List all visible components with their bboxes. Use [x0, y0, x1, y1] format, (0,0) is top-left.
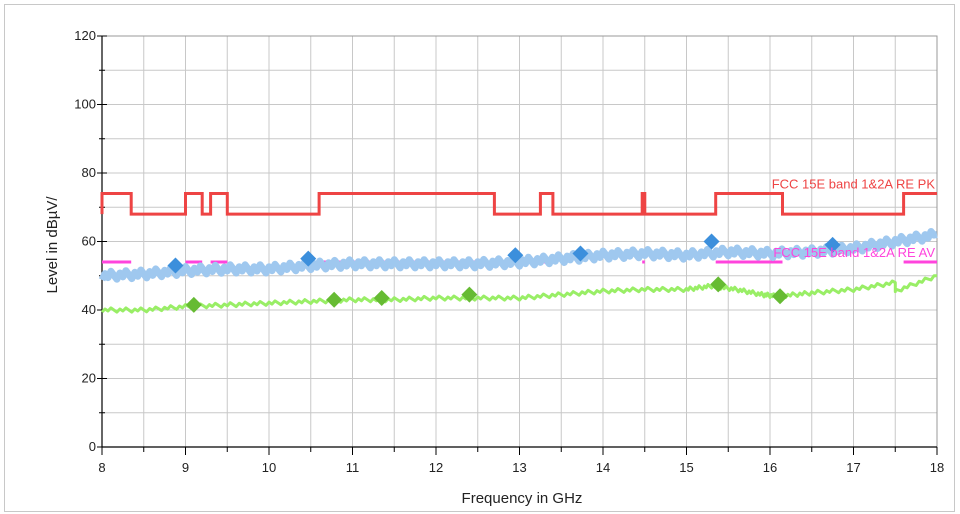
limit-pk-label: FCC 15E band 1&2A RE PK: [772, 176, 936, 191]
y-axis-title: Level in dBµV/: [44, 196, 61, 294]
y-tick-label: 120: [74, 28, 96, 43]
x-tick-label: 17: [846, 460, 860, 475]
limit-av-label: FCC 15E band 1&2A RE AV: [773, 245, 935, 260]
average-marker: [326, 291, 343, 308]
average-marker: [710, 276, 727, 293]
y-tick-label: 100: [74, 97, 96, 112]
labels: 0 20 40 60 80 100 120 8 9 10 11 12 13 14 15 16 17 18 FCC 1…: [74, 28, 944, 475]
grid: [101, 35, 938, 448]
x-tick-label: 12: [429, 460, 443, 475]
y-tick-label: 40: [82, 302, 96, 317]
peak-trace-line: [98, 228, 938, 283]
x-tick-label: 16: [763, 460, 777, 475]
emission-chart: 0 20 40 60 80 100 120 8 9 10 11 12 13 14 15 16 17 18 FCC 1…: [44, 28, 944, 507]
peak-marker: [300, 250, 317, 267]
peak-marker: [572, 245, 589, 262]
x-tick-label: 15: [679, 460, 693, 475]
y-tick-label: 80: [82, 165, 96, 180]
x-axis-title: Frequency in GHz: [462, 490, 583, 507]
chart-frame: 0 20 40 60 80 100 120 8 9 10 11 12 13 14 15 16 17 18 FCC 1…: [4, 4, 955, 512]
series-layer: [98, 192, 938, 314]
average-trace-line: [100, 274, 937, 314]
axes: [97, 35, 938, 455]
peak-marker: [824, 236, 841, 253]
peak-marker: [703, 233, 720, 250]
x-tick-label: 13: [512, 460, 526, 475]
x-tick-label: 9: [182, 460, 189, 475]
y-tick-label: 60: [82, 234, 96, 249]
x-tick-label: 8: [98, 460, 105, 475]
average-marker: [772, 288, 789, 305]
x-tick-label: 14: [596, 460, 610, 475]
peak-marker: [167, 257, 184, 274]
average-marker: [461, 286, 478, 303]
limit-pk-line: [100, 192, 937, 216]
average-marker: [373, 290, 390, 307]
x-tick-label: 18: [930, 460, 944, 475]
x-tick-label: 11: [346, 460, 360, 475]
y-tick-label: 20: [82, 371, 96, 386]
x-tick-label: 10: [262, 460, 276, 475]
peak-marker: [507, 247, 524, 264]
y-tick-label: 0: [89, 439, 96, 454]
average-marker: [185, 296, 202, 313]
